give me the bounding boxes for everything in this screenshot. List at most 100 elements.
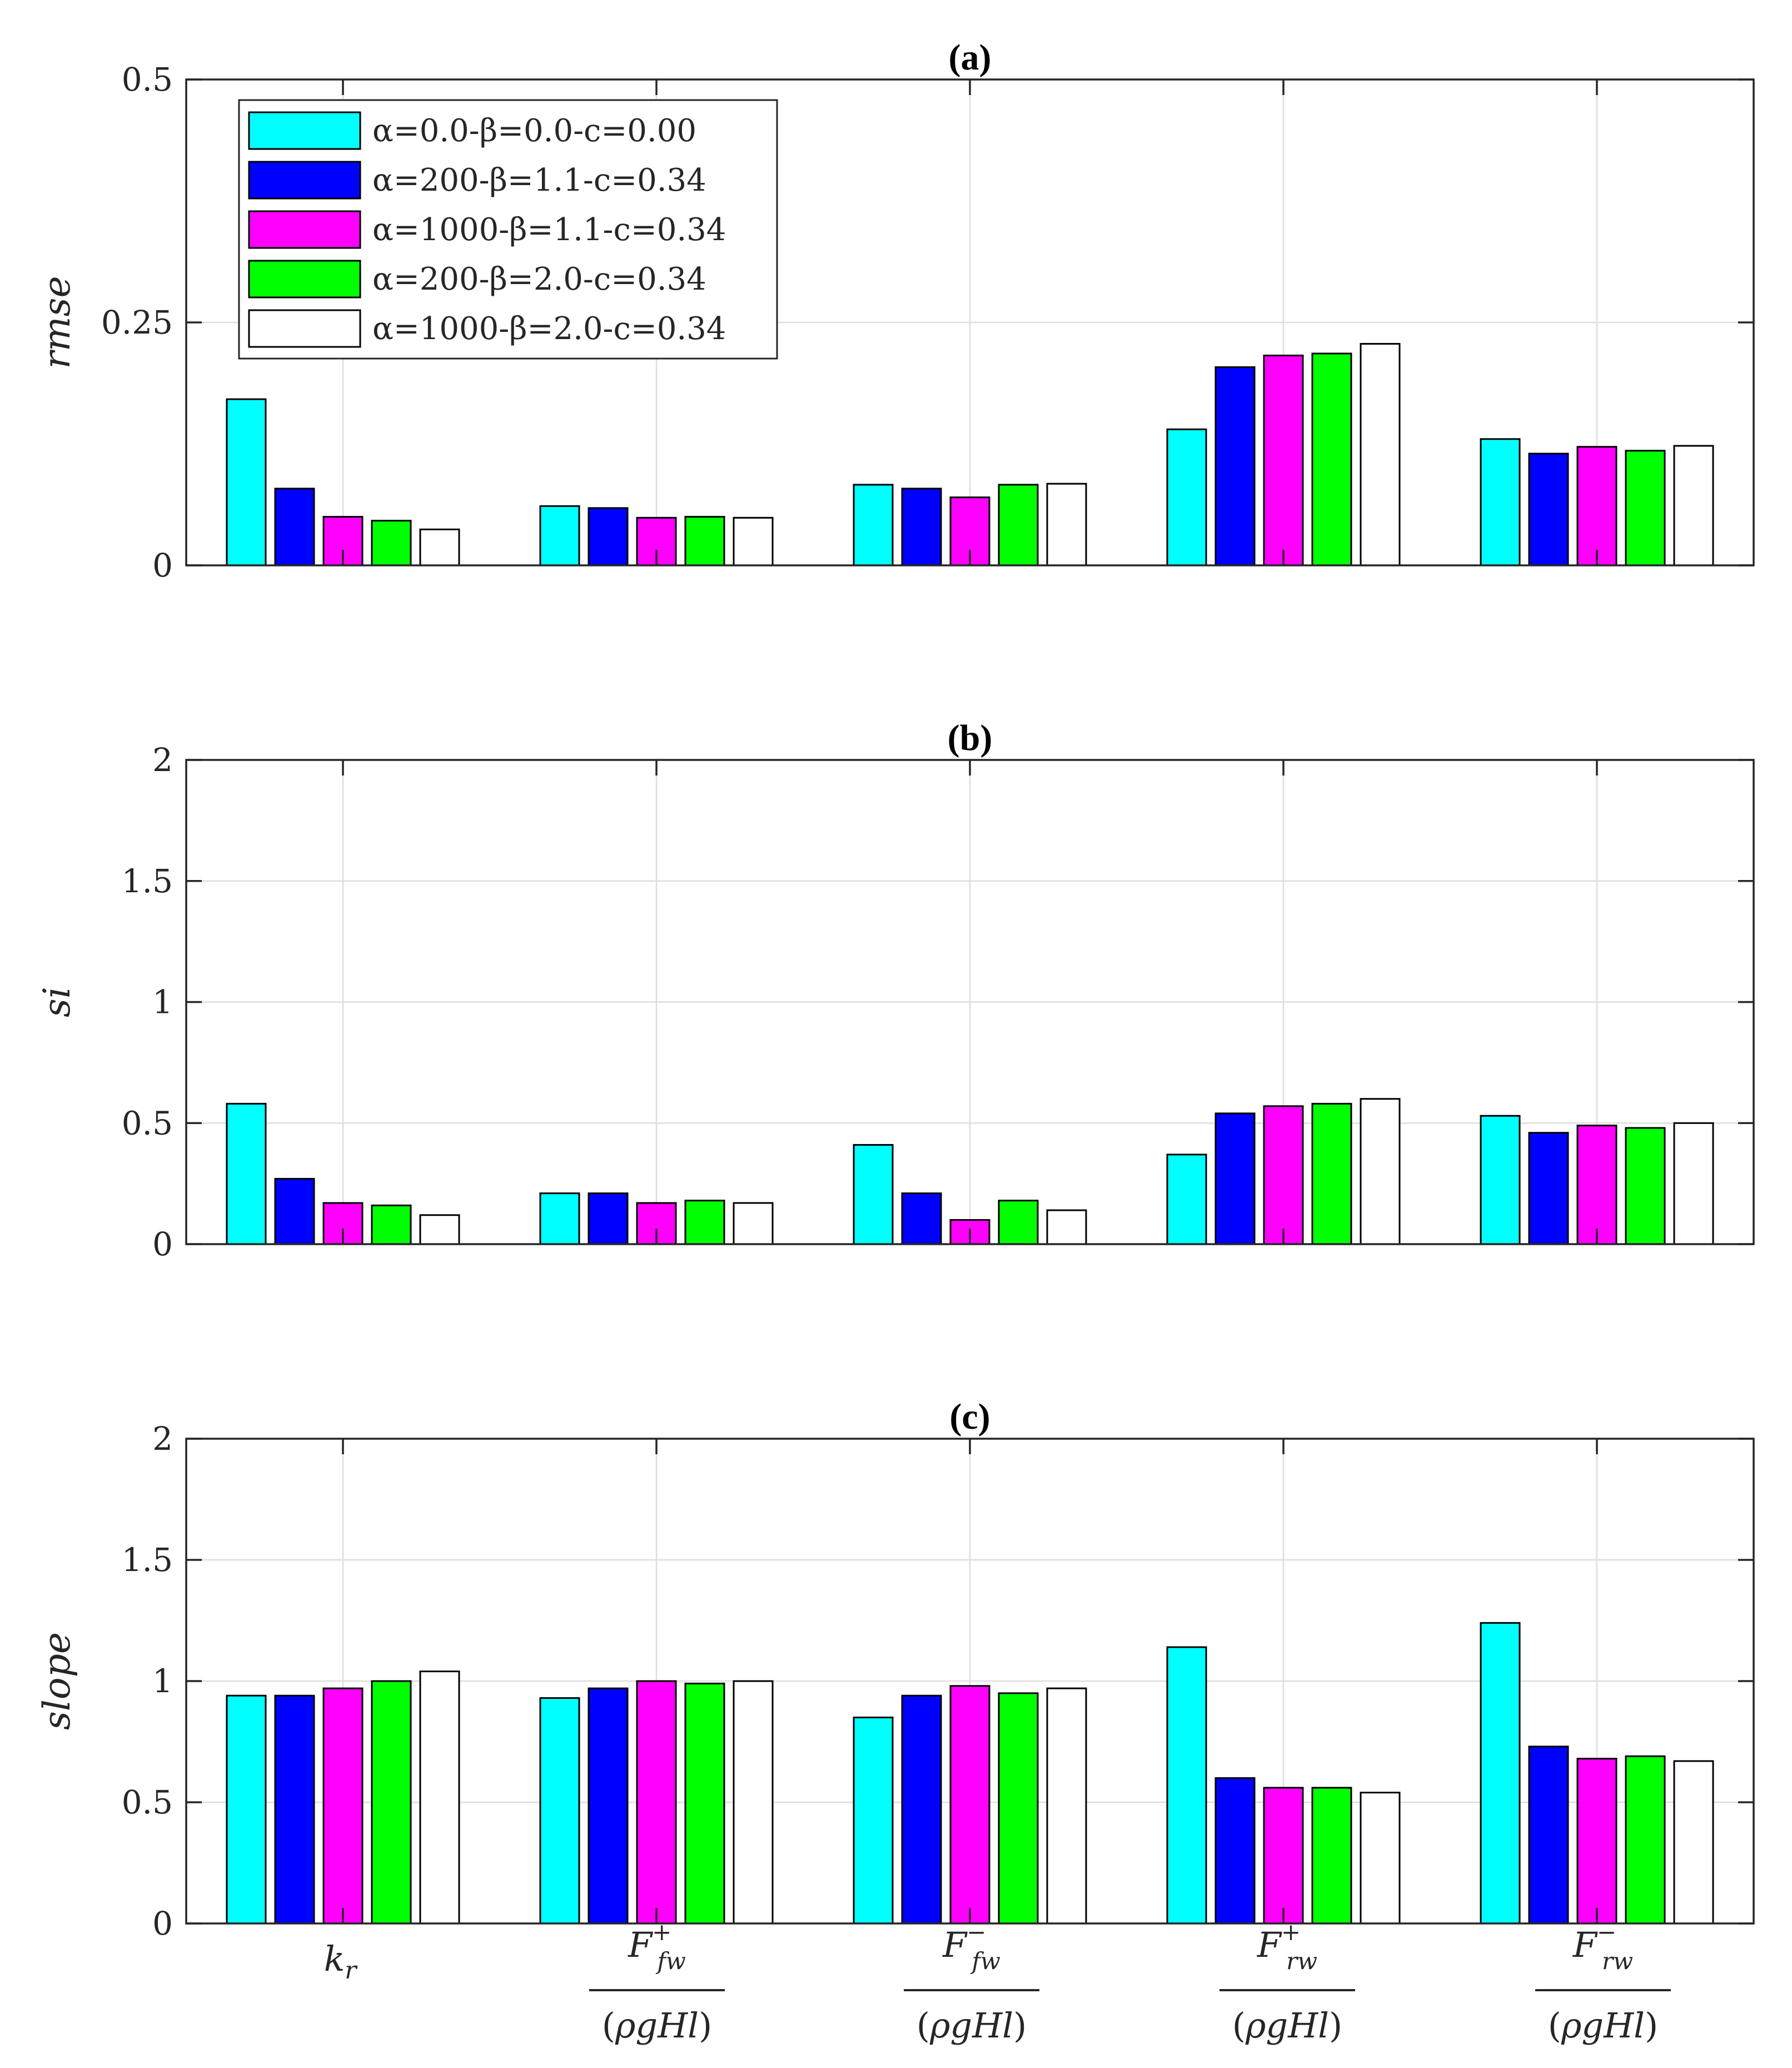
bar-1-s2-c5 (1528, 453, 1569, 566)
y-tick-label: 2 (152, 741, 173, 779)
svg-text:(ρgHl): (ρgHl) (917, 2005, 1027, 2046)
bar-1-s4-c5 (1625, 450, 1666, 566)
bar-3-s5-c3 (1046, 1687, 1087, 1925)
bar-1-s2-c1 (274, 488, 315, 566)
y-tick-label: 1 (152, 1662, 173, 1700)
bar-3-s3-c5 (1576, 1758, 1617, 1925)
bars (226, 342, 1714, 566)
bar-1-s1-c1 (226, 398, 267, 566)
y-tick-label: 0.25 (101, 304, 173, 341)
bar-3-s4-c2 (684, 1682, 725, 1925)
y-ticks: 0 0.25 0.5 (101, 61, 1754, 584)
y-tick-label: 0 (152, 546, 173, 584)
bar-2-s3-c4 (1263, 1105, 1304, 1245)
bar-2-s5-c3 (1046, 1209, 1087, 1245)
bar-3-s2-c5 (1528, 1746, 1569, 1925)
bar-3-s5-c2 (733, 1680, 774, 1925)
y-ticks: 0 0.5 1 1.5 2 (122, 741, 1754, 1263)
bar-2-s2-c2 (588, 1192, 629, 1245)
legend: α=0.0-β=0.0-c=0.00 α=200-β=1.1-c=0.34 α=10… (238, 99, 778, 360)
bar-1-s1-c3 (853, 484, 894, 566)
bar-2-s2-c5 (1528, 1132, 1569, 1245)
x-label-kr: kr (324, 1938, 359, 1985)
bar-1-s3-c4 (1263, 354, 1304, 566)
bar-3-s2-c1 (274, 1694, 315, 1925)
legend-label: α=200-β=2.0-c=0.34 (372, 261, 706, 297)
y-tick-label: 0 (152, 1225, 173, 1263)
panel-title: (a) (949, 37, 992, 78)
panel-1: 0 0.25 0.5 (a) rmse α=0.0-β=0.0-c=0.00 α=200-β… (36, 37, 1755, 584)
bar-2-s4-c5 (1625, 1127, 1666, 1245)
bar-1-s3-c5 (1576, 446, 1617, 566)
bar-3-s1-c4 (1166, 1646, 1207, 1925)
y-tick-label: 1 (152, 983, 173, 1021)
bar-2-s1-c5 (1480, 1115, 1521, 1245)
bar-1-s4-c3 (998, 484, 1039, 566)
panel-title: (c) (949, 1396, 990, 1437)
y-tick-label: 2 (152, 1420, 173, 1458)
panel-2: 0 0.5 1 1.5 2 (b) si (36, 718, 1755, 1263)
bar-1-s4-c1 (371, 520, 412, 566)
y-axis-label: rmse (36, 276, 78, 369)
bar-2-s4-c4 (1311, 1102, 1352, 1245)
panel-title: (b) (948, 718, 993, 758)
svg-text:kr: kr (324, 1938, 359, 1985)
legend-swatch (248, 260, 361, 299)
bar-3-s1-c3 (853, 1716, 894, 1925)
bar-2-s4-c1 (371, 1204, 412, 1245)
bar-3-s3-c4 (1263, 1787, 1304, 1925)
bar-2-s1-c4 (1166, 1154, 1207, 1245)
legend-label: α=200-β=1.1-c=0.34 (372, 162, 706, 198)
bar-1-s2-c2 (588, 507, 629, 566)
bar-2-s2-c3 (901, 1192, 942, 1245)
bars (226, 1622, 1714, 1925)
bar-1-s4-c2 (684, 516, 725, 566)
bar-3-s1-c1 (226, 1694, 267, 1925)
bar-1-s1-c2 (539, 505, 580, 566)
bar-3-s4-c5 (1625, 1755, 1666, 1925)
y-axis-label: si (36, 987, 78, 1017)
bar-2-s1-c2 (539, 1192, 580, 1245)
y-tick-label: 1.5 (122, 862, 173, 900)
bar-2-s2-c4 (1214, 1112, 1256, 1245)
x-axis-category-labels: kr F+ fw (ρgHl) F− fw (ρgHl) F+ rw (ρgHl) F… (324, 1918, 1671, 2046)
bar-2-s2-c1 (274, 1177, 315, 1245)
svg-text:(ρgHl): (ρgHl) (1232, 2005, 1342, 2046)
bar-2-s5-c5 (1673, 1122, 1714, 1245)
y-tick-label: 0.5 (122, 61, 173, 98)
bar-1-s5-c2 (733, 516, 774, 566)
bar-3-s1-c2 (539, 1697, 580, 1925)
bar-3-s2-c4 (1214, 1777, 1256, 1925)
bar-3-s2-c3 (901, 1694, 942, 1925)
legend-swatch (248, 210, 361, 249)
bar-1-s5-c3 (1046, 483, 1087, 566)
y-tick-label: 0 (152, 1905, 173, 1942)
svg-text:(ρgHl): (ρgHl) (1548, 2005, 1658, 2046)
y-tick-label: 1.5 (122, 1541, 173, 1579)
bar-1-s1-c4 (1166, 428, 1207, 566)
bar-2-s5-c4 (1360, 1098, 1401, 1245)
legend-label: α=1000-β=1.1-c=0.34 (372, 212, 726, 248)
bar-1-s4-c4 (1311, 352, 1352, 566)
svg-text:(ρgHl): (ρgHl) (602, 2005, 712, 2046)
legend-label: α=0.0-β=0.0-c=0.00 (372, 113, 696, 149)
bar-3-s1-c5 (1480, 1622, 1521, 1925)
y-tick-label: 0.5 (122, 1104, 173, 1142)
y-ticks: 0 0.5 1 1.5 2 (122, 1420, 1754, 1942)
bar-3-s3-c3 (949, 1685, 990, 1925)
y-tick-label: 0.5 (122, 1783, 173, 1821)
bars (226, 1098, 1714, 1245)
bar-2-s4-c2 (684, 1200, 725, 1245)
bar-1-s5-c5 (1673, 445, 1714, 566)
y-axis-label: slope (36, 1632, 78, 1730)
bar-2-s1-c3 (853, 1144, 894, 1245)
bar-3-s3-c1 (322, 1687, 364, 1925)
bar-2-s4-c3 (998, 1200, 1039, 1245)
bar-1-s2-c3 (901, 488, 942, 566)
legend-swatch (248, 111, 361, 150)
panel-3: 0 0.5 1 1.5 2 (c) slope (36, 1396, 1755, 1942)
legend-label: α=1000-β=2.0-c=0.34 (372, 311, 726, 347)
bar-3-s4-c1 (371, 1680, 412, 1925)
legend-swatch (248, 309, 361, 348)
